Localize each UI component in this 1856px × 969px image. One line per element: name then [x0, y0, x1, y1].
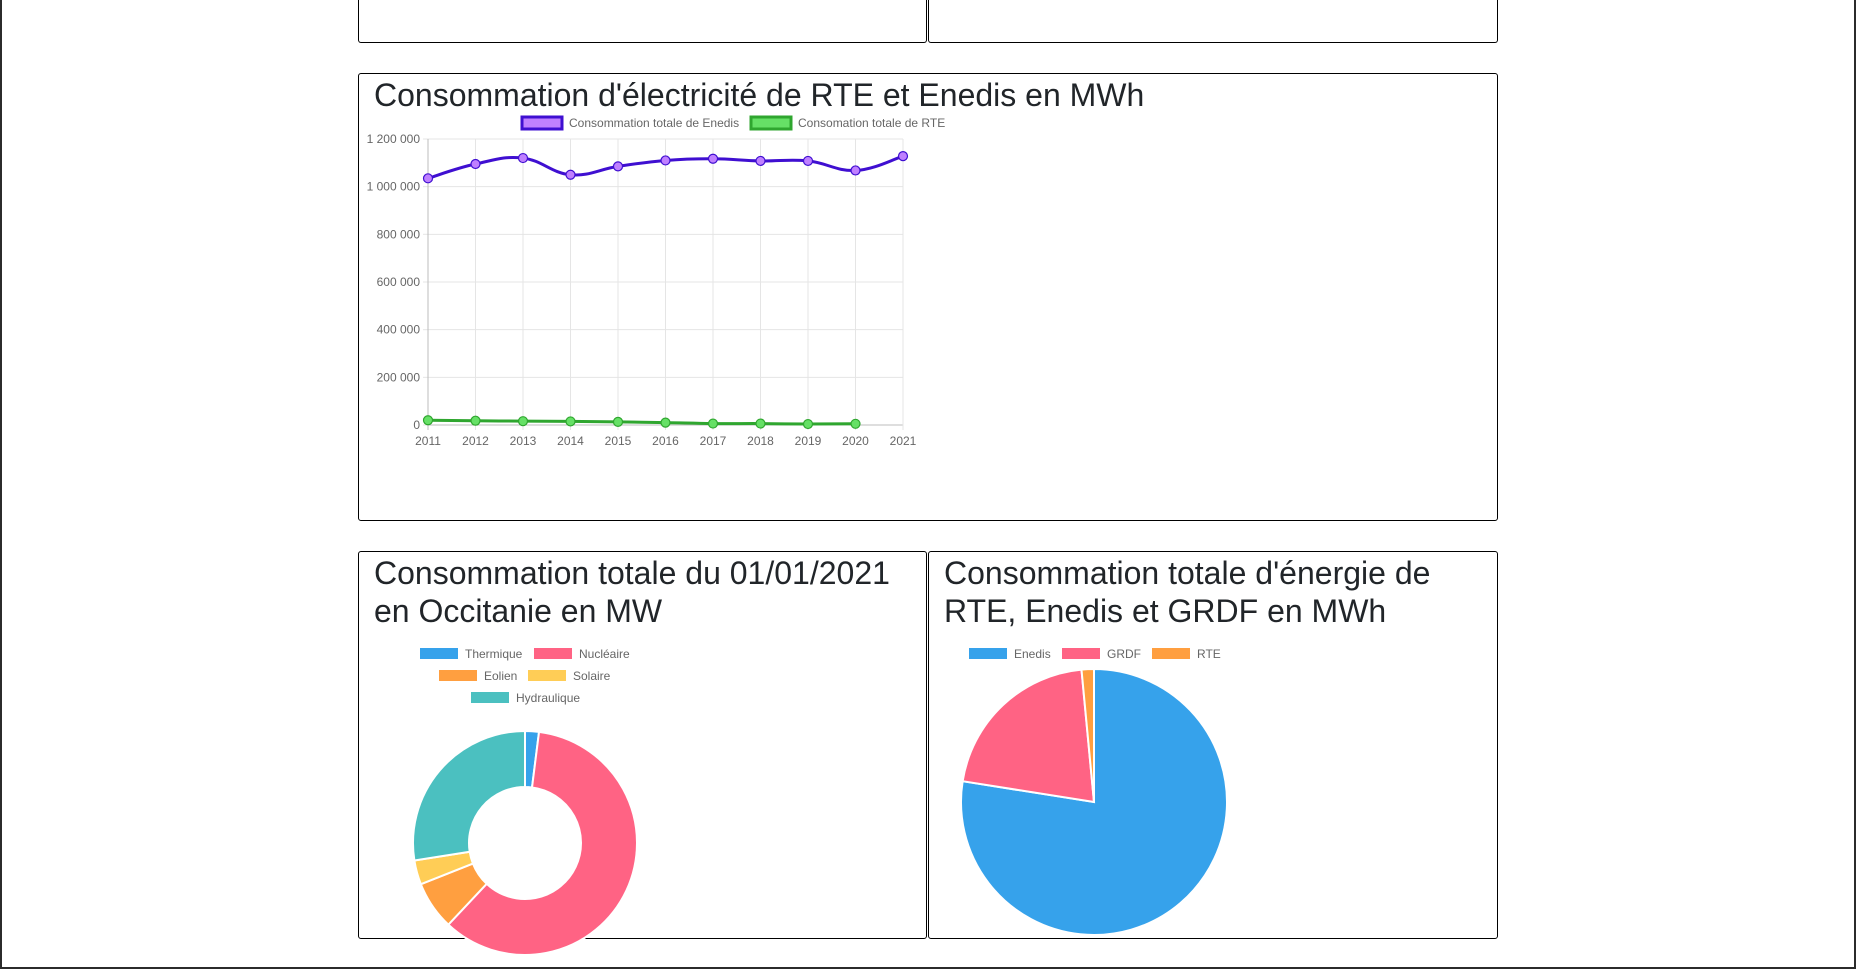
card-top-right	[928, 0, 1498, 43]
x-tick-label: 2019	[795, 434, 822, 448]
data-point-0-10	[897, 151, 909, 162]
slice-1	[446, 730, 638, 956]
x-tick-label: 2018	[747, 434, 774, 448]
data-point-0-6	[707, 153, 719, 164]
data-point-1-3	[565, 416, 576, 427]
donut-chart-title: Consommation totale du 01/01/2021 en Occ…	[374, 555, 890, 629]
donut-chart-card: Consommation totale du 01/01/2021 en Occ…	[358, 551, 927, 956]
line-chart-card: Consommation d'électricité de RTE et Ene…	[358, 73, 1498, 521]
line-chart: 0 200 000 400 000 600 000 800 000 1 000 000 1 …	[367, 115, 945, 448]
legend-swatch-1	[534, 648, 572, 659]
data-point-1-1	[470, 415, 481, 426]
legend-swatch-1	[749, 115, 793, 131]
data-point-1-2	[517, 416, 529, 427]
series-line-1	[427, 418, 856, 426]
line-chart-title: Consommation d'électricité de RTE et Ene…	[374, 77, 1145, 113]
slice-2	[1080, 667, 1095, 803]
legend-swatch-3	[528, 670, 566, 681]
x-tick-label: 2016	[652, 434, 679, 448]
data-point-1-7	[755, 418, 766, 429]
x-tick-label: 2013	[510, 434, 537, 448]
data-point-1-6	[707, 418, 719, 429]
legend-swatch-0	[969, 648, 1007, 659]
card-top-left	[358, 0, 927, 43]
x-tick-label: 2015	[605, 434, 632, 448]
legend-swatch-2	[439, 670, 477, 681]
x-tick-label: 2011	[415, 434, 441, 448]
data-point-1-8	[802, 418, 814, 430]
x-tick-label: 2014	[557, 434, 584, 448]
slice-4	[412, 729, 526, 862]
legend-label-0: Thermique	[465, 647, 523, 661]
legend-label-2: Eolien	[484, 669, 517, 683]
data-point-1-9	[850, 418, 861, 429]
y-tick-label: 800 000	[377, 227, 421, 241]
x-tick-label: 2012	[462, 434, 489, 448]
data-point-0-7	[755, 155, 766, 167]
legend-label-1: Nucléaire	[579, 647, 630, 661]
y-tick-label: 600 000	[377, 275, 421, 289]
legend-swatch-0	[520, 115, 564, 131]
data-point-0-4	[612, 161, 624, 172]
legend-label-1: Consomation totale de RTE	[798, 116, 945, 130]
legend-swatch-2	[1152, 648, 1190, 659]
pie-chart-card: Consommation totale d'énergie de RTE, En…	[928, 551, 1498, 939]
pie-chart: Enedis GRDF RTE	[960, 647, 1228, 936]
y-tick-label: 0	[413, 418, 420, 432]
y-tick-label: 1 200 000	[367, 132, 421, 146]
legend-swatch-4	[471, 692, 509, 703]
data-point-0-1	[470, 158, 481, 170]
donut-chart: Thermique Nucléaire Eolien Solaire Hydrauliq…	[412, 647, 638, 956]
data-point-0-8	[802, 155, 814, 167]
legend-label-0: Consommation totale de Enedis	[569, 116, 739, 130]
pie-chart-title: Consommation totale d'énergie de RTE, En…	[944, 555, 1431, 629]
data-point-1-0	[422, 415, 434, 426]
legend-label-3: Solaire	[573, 669, 611, 683]
data-point-1-4	[612, 416, 624, 428]
data-point-1-5	[660, 417, 671, 428]
data-point-0-2	[517, 152, 529, 164]
data-point-0-0	[422, 173, 434, 184]
y-tick-label: 1 000 000	[367, 180, 421, 194]
data-point-0-3	[565, 169, 576, 180]
slice-1	[961, 668, 1096, 804]
legend-label-0: Enedis	[1014, 647, 1051, 661]
data-point-0-5	[660, 155, 671, 166]
y-tick-label: 400 000	[377, 323, 421, 337]
x-tick-label: 2021	[890, 434, 917, 448]
data-point-0-9	[850, 165, 861, 176]
legend-swatch-0	[420, 648, 458, 659]
legend-label-1: GRDF	[1107, 647, 1141, 661]
legend-swatch-1	[1062, 648, 1100, 659]
x-tick-label: 2017	[700, 434, 727, 448]
legend-label-4: Hydraulique	[516, 691, 580, 705]
y-tick-label: 200 000	[377, 370, 421, 384]
x-tick-label: 2020	[842, 434, 869, 448]
legend-label-2: RTE	[1197, 647, 1221, 661]
